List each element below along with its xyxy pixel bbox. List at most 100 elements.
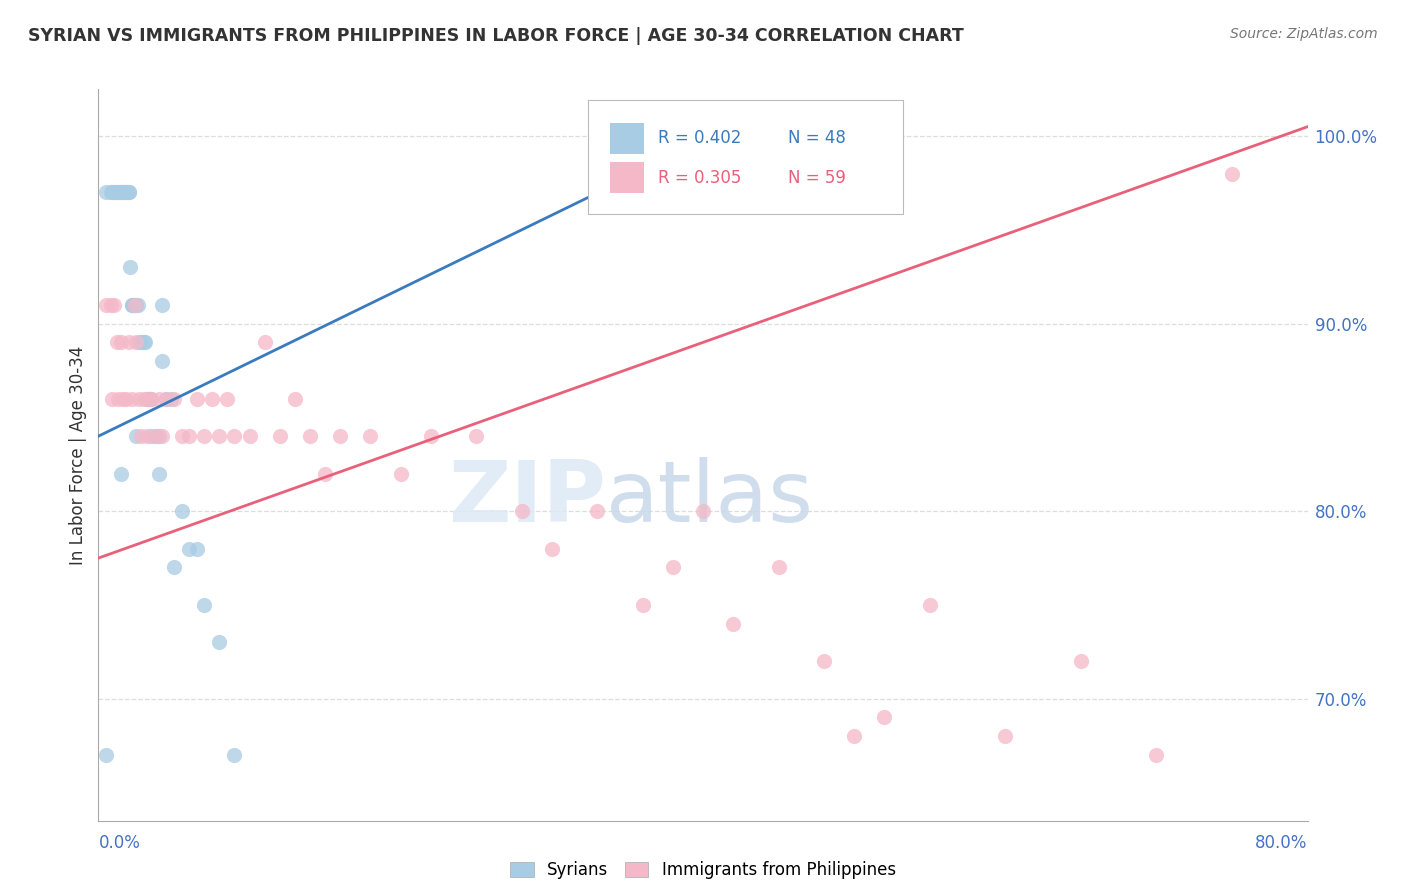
- Point: [155, 392, 177, 406]
- Point: [148, 429, 170, 443]
- Text: ZIP: ZIP: [449, 458, 606, 541]
- Point: [135, 392, 157, 406]
- Point: [111, 186, 134, 200]
- Point: [103, 186, 125, 200]
- Legend: Syrians, Immigrants from Philippines: Syrians, Immigrants from Philippines: [503, 855, 903, 886]
- Point: [186, 541, 208, 556]
- Point: [844, 729, 866, 743]
- Point: [103, 186, 125, 200]
- Point: [768, 560, 790, 574]
- Point: [269, 429, 291, 443]
- Point: [101, 186, 124, 200]
- Point: [132, 392, 155, 406]
- Point: [132, 335, 155, 350]
- Point: [141, 429, 163, 443]
- Point: [208, 635, 231, 649]
- Point: [150, 354, 173, 368]
- Point: [148, 392, 170, 406]
- Text: Source: ZipAtlas.com: Source: ZipAtlas.com: [1230, 27, 1378, 41]
- Point: [121, 298, 143, 312]
- Point: [193, 429, 215, 443]
- Point: [141, 392, 163, 406]
- Point: [141, 392, 163, 406]
- Y-axis label: In Labor Force | Age 30-34: In Labor Force | Age 30-34: [69, 345, 87, 565]
- Point: [631, 598, 654, 612]
- Point: [125, 298, 148, 312]
- Text: R = 0.305: R = 0.305: [658, 169, 741, 186]
- Point: [163, 392, 186, 406]
- Point: [128, 335, 150, 350]
- Point: [129, 335, 152, 350]
- Point: [134, 335, 156, 350]
- Point: [170, 429, 193, 443]
- Point: [118, 335, 141, 350]
- Text: N = 48: N = 48: [787, 129, 845, 147]
- Point: [107, 186, 129, 200]
- Point: [120, 260, 142, 275]
- Point: [127, 298, 149, 312]
- Point: [662, 560, 685, 574]
- Text: R = 0.402: R = 0.402: [658, 129, 741, 147]
- Point: [994, 729, 1017, 743]
- Point: [201, 392, 224, 406]
- Point: [124, 298, 146, 312]
- Point: [94, 298, 117, 312]
- Point: [145, 429, 167, 443]
- Point: [420, 429, 443, 443]
- Point: [145, 429, 167, 443]
- Point: [122, 298, 145, 312]
- Point: [107, 392, 129, 406]
- Text: SYRIAN VS IMMIGRANTS FROM PHILIPPINES IN LABOR FORCE | AGE 30-34 CORRELATION CHA: SYRIAN VS IMMIGRANTS FROM PHILIPPINES IN…: [28, 27, 965, 45]
- Point: [224, 429, 246, 443]
- Point: [129, 429, 152, 443]
- Point: [115, 186, 138, 200]
- Point: [112, 186, 135, 200]
- Point: [121, 392, 143, 406]
- Point: [329, 429, 352, 443]
- Point: [103, 298, 125, 312]
- Point: [170, 504, 193, 518]
- Point: [118, 186, 141, 200]
- Point: [360, 429, 382, 443]
- Point: [155, 392, 177, 406]
- Point: [163, 560, 186, 574]
- Bar: [610, 123, 644, 153]
- Point: [284, 392, 307, 406]
- Text: atlas: atlas: [606, 458, 814, 541]
- Point: [110, 335, 132, 350]
- Point: [135, 429, 157, 443]
- Point: [105, 335, 128, 350]
- Point: [94, 747, 117, 762]
- Point: [136, 392, 159, 406]
- Point: [215, 392, 238, 406]
- Point: [110, 467, 132, 481]
- Point: [100, 298, 122, 312]
- Point: [179, 541, 201, 556]
- Text: N = 59: N = 59: [787, 169, 845, 186]
- Point: [160, 392, 183, 406]
- Text: 0.0%: 0.0%: [98, 834, 141, 852]
- Point: [150, 429, 173, 443]
- Point: [314, 467, 336, 481]
- Point: [918, 598, 941, 612]
- Point: [125, 335, 148, 350]
- Point: [118, 186, 141, 200]
- Point: [125, 429, 148, 443]
- Point: [873, 710, 896, 724]
- Point: [136, 392, 159, 406]
- Point: [186, 392, 208, 406]
- Text: 80.0%: 80.0%: [1256, 834, 1308, 852]
- Point: [465, 429, 488, 443]
- Point: [193, 598, 215, 612]
- Point: [100, 186, 122, 200]
- Point: [148, 467, 170, 481]
- Point: [1220, 167, 1243, 181]
- Point: [114, 186, 136, 200]
- Point: [299, 429, 322, 443]
- Point: [139, 392, 162, 406]
- Point: [105, 186, 128, 200]
- Point: [586, 504, 609, 518]
- Point: [224, 747, 246, 762]
- Point: [208, 429, 231, 443]
- Point: [101, 392, 124, 406]
